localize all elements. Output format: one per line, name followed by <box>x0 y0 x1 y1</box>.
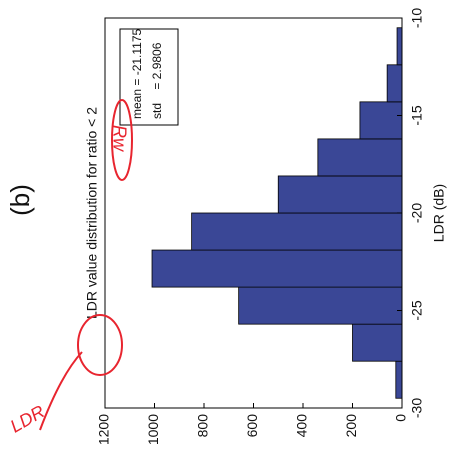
bar <box>238 286 403 325</box>
bar <box>386 64 403 103</box>
bar <box>395 360 403 399</box>
x-axis-label: LDR (dB) <box>431 184 447 242</box>
panel-label: (b) <box>5 184 35 216</box>
x-tick-label: -15 <box>409 105 425 125</box>
y-tick-label: 1200 <box>96 414 112 445</box>
stats-line: std = 2.9806 <box>150 42 164 119</box>
y-tick-label: 1000 <box>145 414 161 445</box>
y-tick-label: 0 <box>393 414 409 422</box>
chart-title: LDR value distribution for ratio < 2 <box>84 107 100 319</box>
bar <box>191 212 403 251</box>
bar <box>151 249 403 288</box>
y-tick-label: 200 <box>343 414 359 438</box>
ink-annotation: LDR <box>7 401 48 436</box>
x-tick-label: -25 <box>409 300 425 320</box>
bar <box>352 323 403 362</box>
bar <box>317 138 403 177</box>
ink-annotation: Rw <box>109 125 129 152</box>
stats-line: mean = -21.1175 <box>130 28 144 119</box>
y-tick-label: 800 <box>195 414 211 438</box>
y-tick-label: 600 <box>244 414 260 438</box>
y-tick-label: 400 <box>294 414 310 438</box>
bar <box>277 175 403 214</box>
stats-box <box>119 28 179 126</box>
x-tick-label: -30 <box>409 398 425 418</box>
bar <box>359 101 403 140</box>
ink-circle <box>111 99 133 181</box>
rotated-figure: (b) LDR value distribution for ratio < 2 L… <box>5 8 447 445</box>
bar <box>396 27 403 66</box>
ink-arrow <box>39 351 83 431</box>
x-tick-label: -10 <box>409 8 425 28</box>
x-tick-label: -20 <box>409 203 425 223</box>
ink-circle <box>77 314 123 376</box>
